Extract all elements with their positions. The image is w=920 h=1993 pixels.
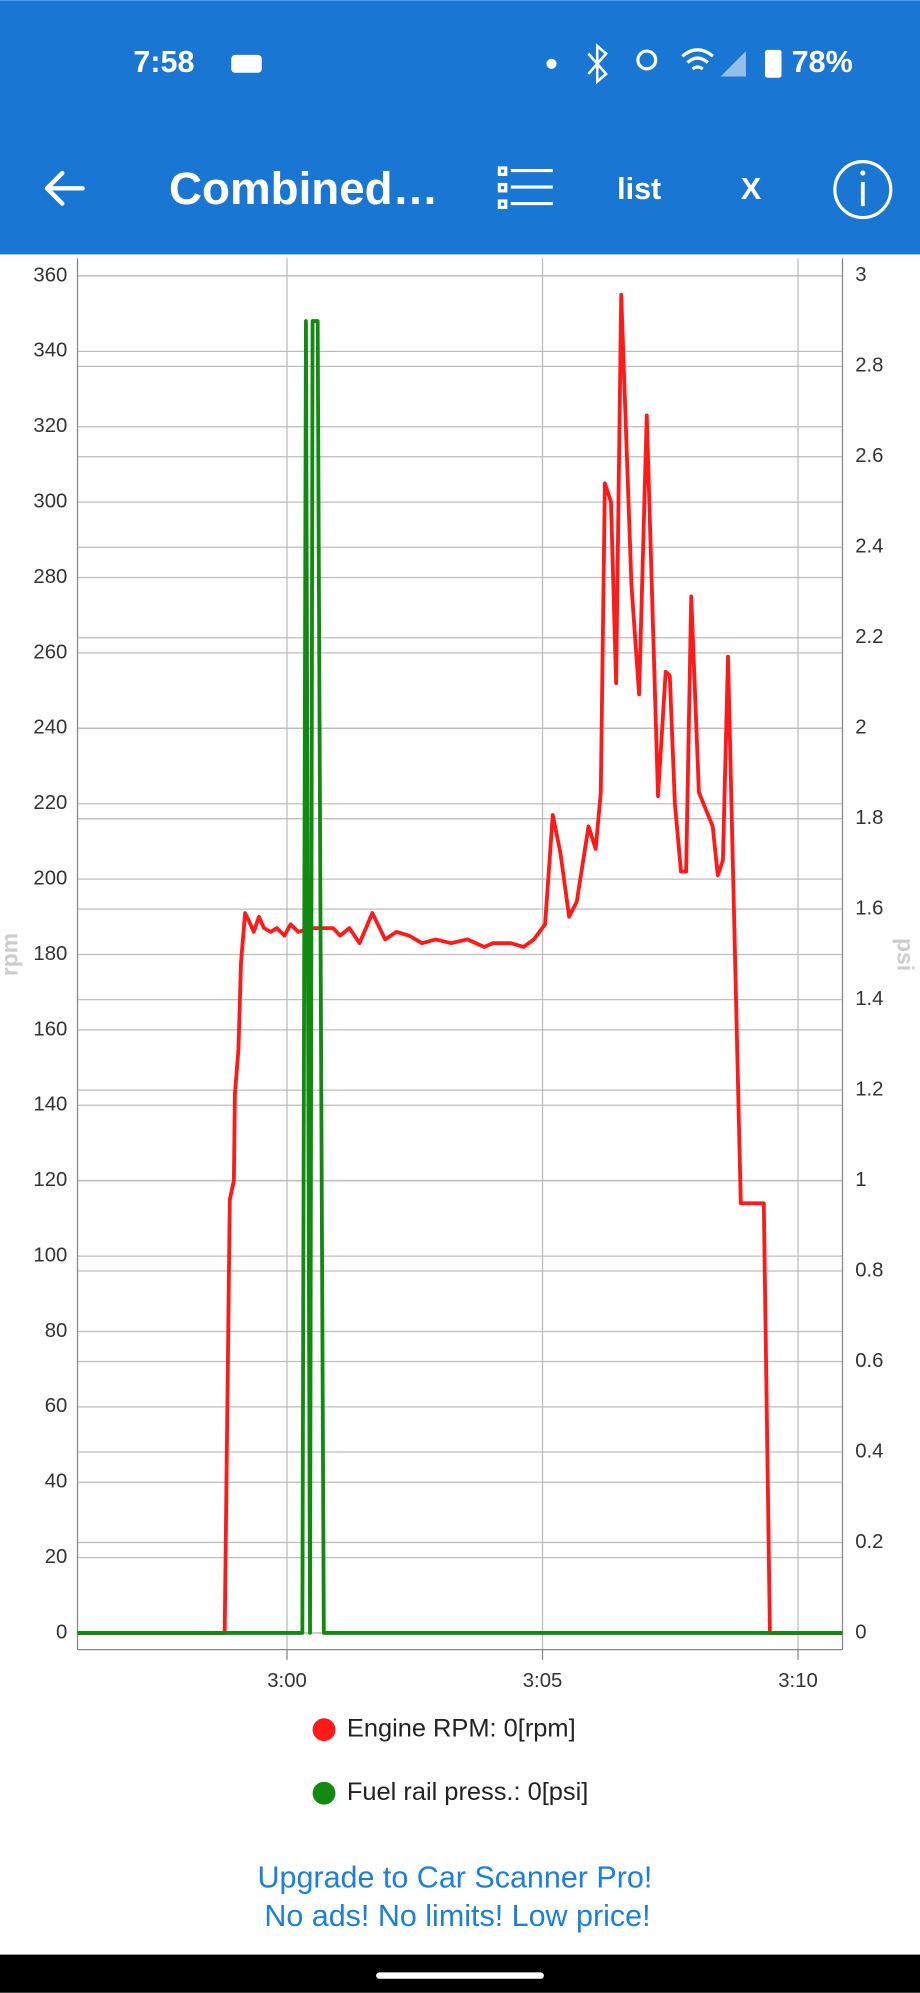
series-line bbox=[77, 292, 843, 1635]
y2-tick-label: 2.8 bbox=[855, 355, 883, 377]
signal-icon bbox=[720, 51, 746, 77]
y2-tick-label: 0.6 bbox=[855, 1350, 883, 1372]
back-button[interactable] bbox=[44, 170, 85, 206]
y-tick-label: 280 bbox=[33, 566, 67, 588]
y-axis-label: rpm bbox=[0, 933, 22, 976]
y2-tick-label: 1.4 bbox=[855, 988, 883, 1010]
y2-tick-label: 2.6 bbox=[855, 445, 883, 467]
upgrade-link[interactable]: Upgrade to Car Scanner Pro! bbox=[258, 1861, 653, 1895]
location-icon bbox=[636, 49, 658, 71]
x-tick-label: 3:05 bbox=[523, 1670, 563, 1692]
y-tick-label: 80 bbox=[45, 1320, 68, 1342]
battery-icon bbox=[764, 49, 782, 78]
status-icons bbox=[231, 43, 782, 85]
legend-swatch bbox=[312, 1718, 336, 1742]
y-tick-label: 260 bbox=[33, 641, 67, 663]
y-tick-label: 320 bbox=[33, 415, 67, 437]
y2-tick-label: 0.2 bbox=[855, 1531, 883, 1553]
y-tick-label: 160 bbox=[33, 1018, 67, 1040]
legend-label: Engine RPM: 0[rpm] bbox=[347, 1714, 576, 1742]
y2-axis-label: psi bbox=[892, 938, 918, 971]
y-tick-label: 360 bbox=[33, 264, 67, 286]
y2-tick-label: 2.4 bbox=[855, 536, 883, 558]
y2-tick-label: 3 bbox=[855, 264, 866, 286]
battery-level: 78% bbox=[792, 45, 853, 79]
header-background bbox=[0, 0, 920, 255]
close-button[interactable]: X bbox=[741, 172, 762, 206]
series-line bbox=[77, 319, 843, 1635]
upgrade-link[interactable]: No ads! No limits! Low price! bbox=[264, 1899, 650, 1933]
y-tick-label: 200 bbox=[33, 867, 67, 889]
info-button[interactable] bbox=[833, 160, 893, 220]
y-tick-label: 20 bbox=[45, 1546, 68, 1568]
y2-tick-label: 1.2 bbox=[855, 1078, 883, 1100]
engine-icon bbox=[231, 54, 262, 73]
y2-tick-label: 0.8 bbox=[855, 1259, 883, 1281]
home-indicator[interactable] bbox=[376, 1972, 544, 1979]
x-tick-label: 3:00 bbox=[267, 1670, 307, 1692]
y2-tick-label: 0.4 bbox=[855, 1440, 883, 1462]
y-tick-label: 40 bbox=[45, 1471, 68, 1493]
wifi-icon bbox=[681, 48, 714, 71]
y-tick-label: 340 bbox=[33, 340, 67, 362]
y-tick-label: 140 bbox=[33, 1094, 67, 1116]
y-tick-label: 100 bbox=[33, 1244, 67, 1266]
legend-swatch bbox=[312, 1781, 336, 1805]
legend-label: Fuel rail press.: 0[psi] bbox=[347, 1778, 588, 1806]
y-tick-label: 0 bbox=[56, 1621, 67, 1643]
y2-tick-label: 2 bbox=[855, 717, 866, 739]
bluetooth-icon bbox=[587, 43, 608, 85]
y2-tick-label: 2.2 bbox=[855, 626, 883, 648]
list-button[interactable]: list bbox=[617, 172, 661, 206]
dot-icon bbox=[546, 58, 557, 69]
y2-tick-label: 1 bbox=[855, 1169, 866, 1191]
x-tick-label: 3:10 bbox=[778, 1670, 818, 1692]
list-icon[interactable] bbox=[497, 166, 553, 209]
y-tick-label: 60 bbox=[45, 1395, 68, 1417]
y2-tick-label: 1.8 bbox=[855, 807, 883, 829]
y-tick-label: 180 bbox=[33, 943, 67, 965]
clock: 7:58 bbox=[133, 45, 194, 79]
y-tick-label: 220 bbox=[33, 792, 67, 814]
chart: 0204060801001201401601802002202402602803… bbox=[0, 258, 918, 1806]
y2-tick-label: 1.6 bbox=[855, 898, 883, 920]
y-tick-label: 300 bbox=[33, 490, 67, 512]
y2-tick-label: 0 bbox=[855, 1621, 866, 1643]
y-tick-label: 120 bbox=[33, 1169, 67, 1191]
y-tick-label: 240 bbox=[33, 717, 67, 739]
screen-title: Combined… bbox=[169, 163, 438, 214]
